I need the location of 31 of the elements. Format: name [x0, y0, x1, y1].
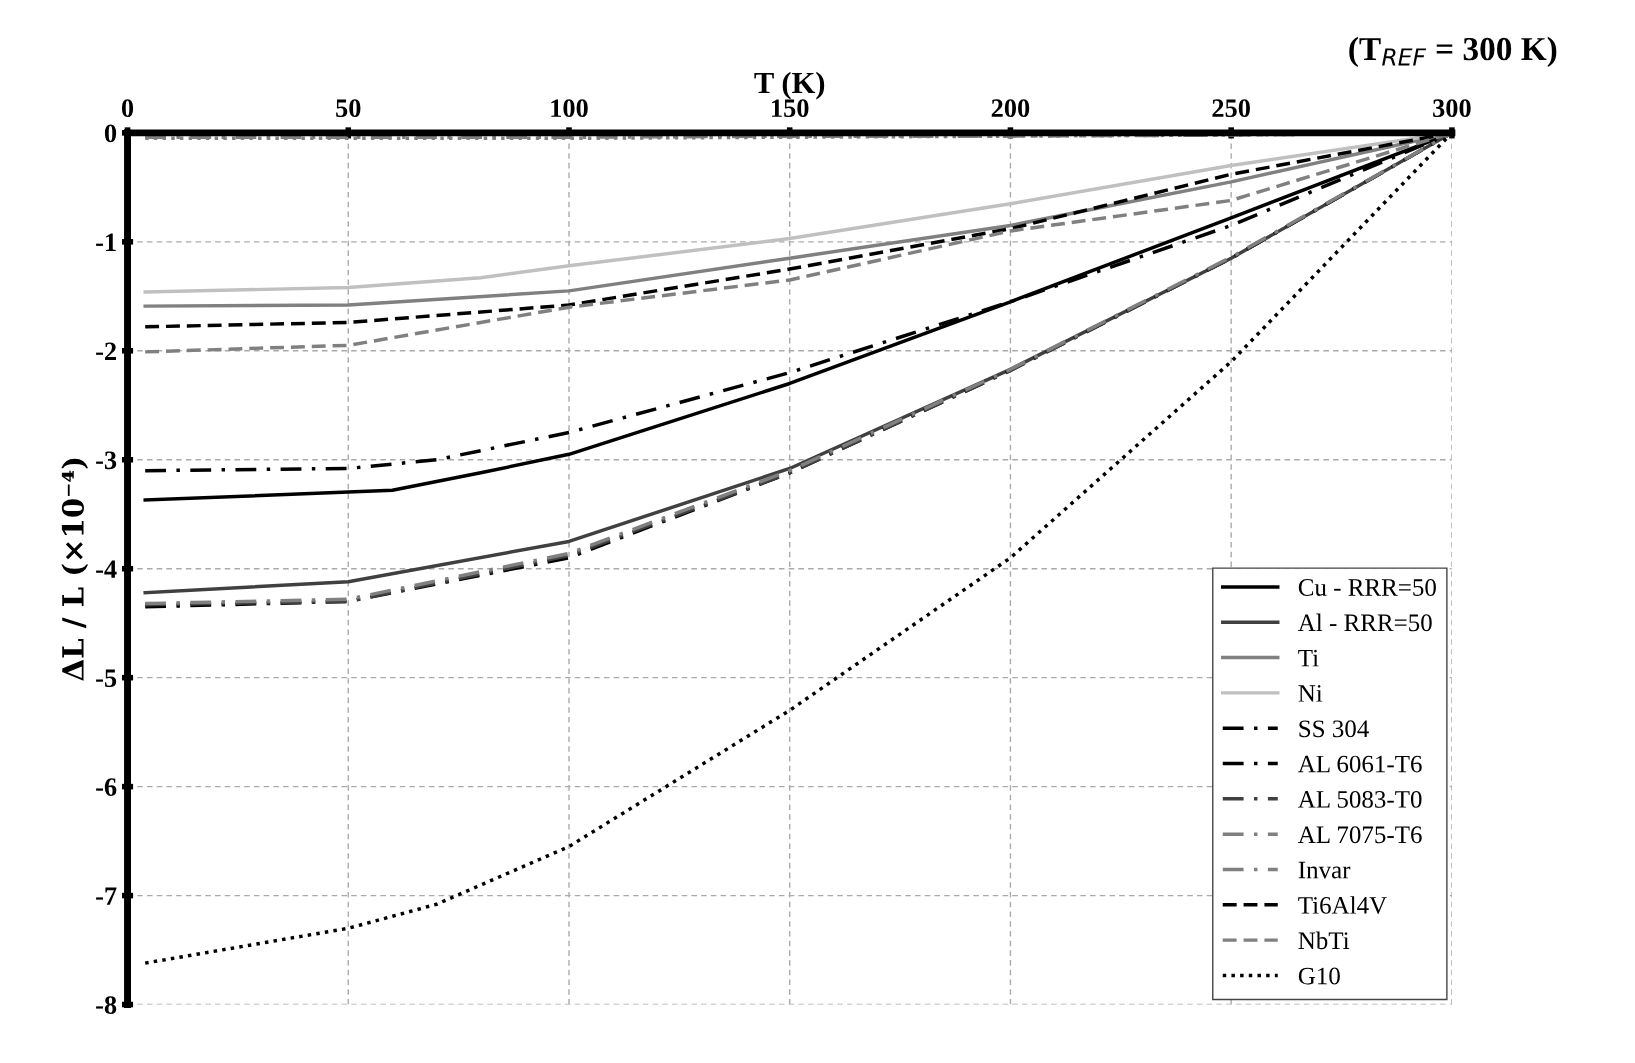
y-tick-label: -7 — [96, 887, 117, 905]
x-tick-label: 300 — [1433, 99, 1471, 118]
legend-label: Ti6Al4V — [1298, 896, 1387, 914]
legend-label: SS 304 — [1299, 720, 1369, 738]
legend-label: G10 — [1298, 967, 1340, 985]
legend-label: AL 5083-T0 — [1298, 790, 1422, 808]
legend-label: Cu - RRR=50 — [1298, 579, 1436, 596]
y-tick-label: -8 — [96, 996, 117, 1014]
x-tick-label: 200 — [991, 99, 1030, 118]
legend-label: Invar — [1298, 861, 1351, 879]
y-tick-label: -1 — [96, 233, 116, 251]
x-tick-label: 0 — [121, 99, 134, 118]
x-tick-label: 50 — [336, 99, 361, 118]
legend-label: AL 7075-T6 — [1298, 826, 1422, 844]
y-tick-label: -5 — [96, 669, 117, 688]
x-tick-label: 150 — [772, 99, 809, 118]
y-tick-label: -3 — [96, 451, 117, 470]
legend-label: Al - RRR=50 — [1298, 613, 1432, 632]
y-axis-title: ΔL / L (×10⁻⁴) — [61, 458, 89, 681]
legend-label: Ni — [1298, 685, 1323, 702]
legend-label: Ti — [1298, 649, 1319, 667]
x-tick-label: 100 — [551, 99, 588, 118]
y-tick-label: 0 — [104, 124, 117, 143]
x-axis-title: T (K) — [754, 71, 825, 100]
y-tick-label: -2 — [96, 342, 116, 360]
legend-label: AL 6061-T6 — [1298, 755, 1422, 773]
y-tick-label: -4 — [96, 560, 117, 578]
x-tick-label: 250 — [1212, 99, 1250, 118]
y-tick-label: -6 — [96, 778, 117, 797]
text: (T$_{REF}$ = 300 K) — [1349, 36, 1557, 68]
legend-label: NbTi — [1298, 931, 1350, 950]
